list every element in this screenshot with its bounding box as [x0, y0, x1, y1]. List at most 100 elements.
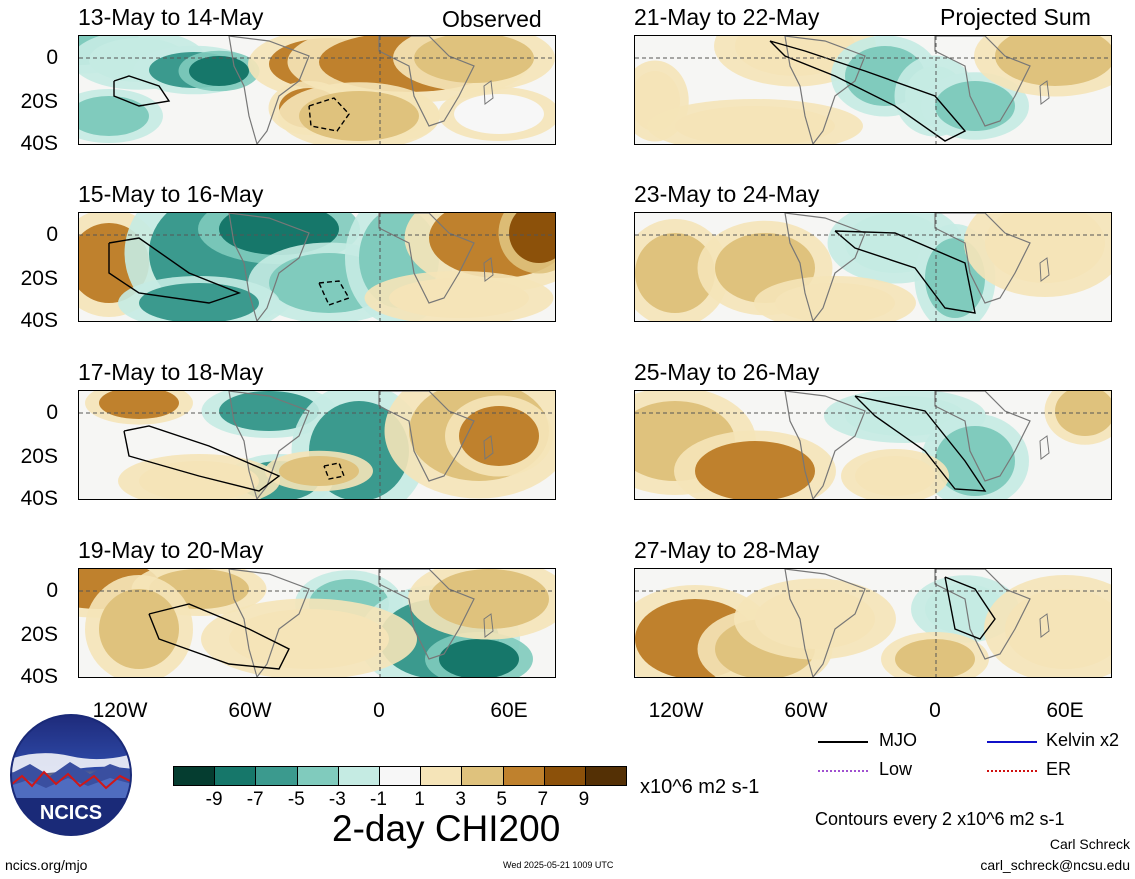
colorbar-tick-label: 7	[537, 789, 549, 810]
coastline-south-america	[228, 569, 310, 677]
coastline-south-america	[228, 213, 310, 321]
mjo-contour	[123, 425, 281, 492]
map-panel-left-3	[78, 390, 556, 500]
legend-mjo-label: MJO	[879, 730, 917, 750]
lat-label-0: 0	[46, 46, 58, 69]
lon-label-0: 0	[929, 699, 941, 722]
colorbar-swatch	[503, 767, 545, 785]
ncics-logo[interactable]: NCICS	[10, 714, 132, 836]
lat-label-20s: 20S	[20, 623, 58, 646]
colorbar-tick-label: -5	[287, 789, 305, 810]
author: Carl Schreck	[1049, 836, 1130, 852]
colorbar-tick-label: -7	[246, 789, 264, 810]
timestamp: Wed 2025-05-21 1009 UTC	[503, 860, 614, 870]
colorbar-swatch	[215, 767, 257, 785]
mjo-contour	[108, 237, 242, 304]
colorbar-swatch	[421, 767, 463, 785]
panel-title-right-3: 25-May to 26-May	[634, 359, 820, 385]
lat-label-0: 0	[46, 579, 58, 602]
mjo-contour	[834, 230, 976, 314]
colorbar	[173, 766, 627, 786]
shading-layer	[635, 213, 1111, 321]
map-svg	[635, 569, 1111, 677]
colorbar-tick-label: 9	[578, 789, 590, 810]
map-panel-right-3	[634, 390, 1112, 500]
coastline-madagascar	[1039, 80, 1050, 105]
coastline-madagascar	[483, 80, 494, 105]
colorbar-swatch	[379, 767, 422, 785]
colorbar-tick-label: 1	[414, 789, 425, 810]
shading-blob	[735, 36, 855, 76]
legend-er-line	[987, 770, 1037, 772]
legend-kelvin-label: Kelvin x2	[1046, 730, 1120, 750]
map-svg	[79, 391, 555, 499]
lat-label-40s: 40S	[20, 132, 58, 155]
coastline-madagascar	[483, 435, 494, 460]
mjo-contour	[769, 40, 967, 142]
mjo-contour	[854, 395, 987, 492]
shading-blob	[454, 94, 544, 134]
colorbar-tick-label: 3	[455, 789, 466, 810]
mjo-contour	[308, 97, 350, 132]
lon-label-60e: 60E	[490, 699, 528, 722]
shading-blob	[895, 639, 975, 677]
shading-blob	[855, 456, 935, 496]
coastline-madagascar	[483, 613, 494, 638]
lat-label-40s: 40S	[20, 309, 58, 332]
map-panel-left-2	[78, 212, 556, 322]
lat-label-0: 0	[46, 223, 58, 246]
panel-title-right-2: 23-May to 24-May	[634, 181, 820, 207]
legend-kelvin-line	[987, 741, 1037, 743]
coastline-madagascar	[1039, 613, 1050, 638]
lon-label-60w: 60W	[228, 699, 272, 722]
map-panel-right-4	[634, 568, 1112, 678]
mjo-contour	[323, 462, 345, 480]
colorbar-tick-label: 5	[496, 789, 507, 810]
colorbar-swatch	[256, 767, 298, 785]
shading-layer	[79, 213, 555, 321]
lat-label-20s: 20S	[20, 267, 58, 290]
shading-blob	[675, 106, 835, 144]
map-svg	[635, 213, 1111, 321]
coastline-africa	[378, 391, 475, 482]
map-svg	[79, 36, 555, 144]
coastline-south-america	[784, 569, 866, 677]
map-svg	[635, 36, 1111, 144]
shading-blob	[79, 96, 149, 136]
shading-blob	[459, 406, 539, 466]
colorbar-swatch	[462, 767, 504, 785]
shading-blob	[755, 589, 875, 649]
colorbar-tick-label: -1	[370, 789, 387, 810]
coastline-africa	[934, 213, 1031, 304]
shading-blob	[219, 391, 319, 431]
shading-layer	[85, 391, 555, 499]
map-svg	[635, 391, 1111, 499]
shading-layer	[635, 575, 1111, 677]
shading-blob	[509, 213, 555, 263]
coastline-south-america	[784, 36, 866, 144]
shading-layer	[635, 391, 1111, 499]
mjo-contour	[944, 576, 996, 640]
observed-label: Observed	[442, 6, 542, 32]
site-link[interactable]: ncics.org/mjo	[5, 857, 88, 873]
coastline-south-america	[228, 391, 310, 499]
map-panel-right-1	[634, 35, 1112, 145]
colorbar-tick-label: -3	[328, 789, 346, 810]
shading-blob	[99, 589, 179, 669]
shading-layer	[79, 569, 555, 677]
map-panel-left-1	[78, 35, 556, 145]
author-email[interactable]: carl_schreck@ncsu.edu	[980, 857, 1130, 873]
shading-blob	[299, 91, 419, 141]
coastline-madagascar	[1039, 257, 1050, 282]
shading-blob	[279, 456, 359, 486]
coastline-africa	[378, 213, 475, 304]
shading-blob	[695, 441, 815, 499]
coastline-south-america	[228, 36, 310, 144]
coastline-madagascar	[1039, 435, 1050, 460]
lon-label-120w: 120W	[92, 699, 148, 722]
lat-label-20s: 20S	[20, 445, 58, 468]
lat-label-40s: 40S	[20, 665, 58, 688]
shading-blob	[99, 391, 179, 419]
contours-note: Contours every 2 x10^6 m2 s-1	[815, 809, 1065, 829]
lon-label-60w: 60W	[784, 699, 828, 722]
